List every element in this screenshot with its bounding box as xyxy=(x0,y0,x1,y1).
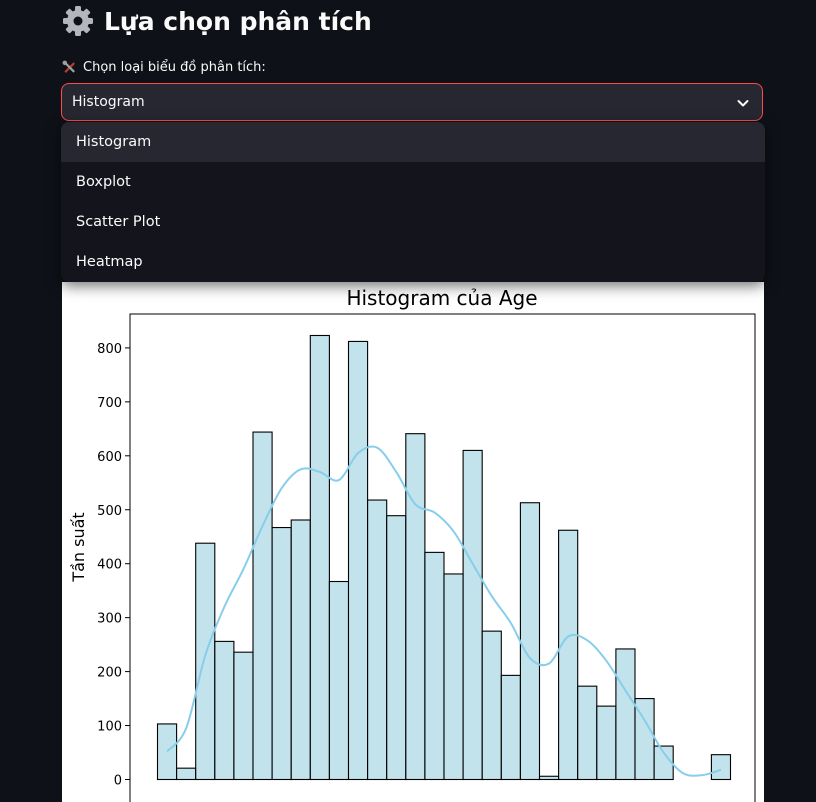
histogram-bar xyxy=(577,685,598,781)
gear-icon xyxy=(63,6,93,36)
y-tick-label: 600 xyxy=(97,450,122,465)
histogram-bar xyxy=(500,674,521,781)
histogram-bar xyxy=(558,529,579,781)
kde-line xyxy=(166,445,722,777)
histogram-bar xyxy=(386,515,407,781)
histogram-bar xyxy=(538,775,560,781)
page-title: Lựa chọn phân tích xyxy=(104,6,372,36)
kde-group xyxy=(166,445,722,777)
histogram-bar xyxy=(156,723,178,781)
plot-frame xyxy=(129,313,756,802)
histogram-bar xyxy=(290,519,311,781)
histogram-bar xyxy=(634,698,655,781)
histogram-bar xyxy=(710,754,732,781)
y-tick-label: 800 xyxy=(97,342,122,357)
histogram-bar xyxy=(328,580,350,781)
select-dropdown-menu: Histogram Boxplot Scatter Plot Heatmap xyxy=(61,122,765,282)
histogram-bar xyxy=(424,551,445,781)
histogram-bar xyxy=(367,499,388,781)
histogram-bar xyxy=(252,431,273,781)
histogram-bar xyxy=(214,640,235,781)
y-tick-label: 100 xyxy=(97,720,122,735)
histogram-bar xyxy=(615,648,636,781)
histogram-bar xyxy=(233,651,254,781)
histogram-bar xyxy=(271,527,292,781)
histogram-bar xyxy=(653,745,674,781)
chart-title: Histogram của Age xyxy=(346,286,537,310)
select-label-text: Chọn loại biểu đồ phân tích: xyxy=(83,59,266,75)
histogram-bar xyxy=(347,340,369,781)
y-tick-label: 200 xyxy=(97,666,122,681)
select-label: Chọn loại biểu đồ phân tích: xyxy=(62,57,266,77)
chevron-down-icon[interactable] xyxy=(736,96,750,110)
chart-svg: Histogram của Age Tần suất 0 100 200 300 400… xyxy=(69,286,756,802)
histogram-bar xyxy=(195,542,216,781)
y-tick-label: 0 xyxy=(114,774,122,789)
histogram-bar xyxy=(405,433,426,781)
option-heatmap[interactable]: Heatmap xyxy=(76,254,143,270)
histogram-bar xyxy=(596,705,617,781)
select-value: Histogram xyxy=(72,94,145,110)
histogram-bar xyxy=(519,502,541,781)
chart-type-select[interactable]: Histogram xyxy=(61,83,763,121)
histogram-chart: Histogram của Age Tần suất 0 100 200 300 400… xyxy=(62,282,764,802)
option-histogram[interactable]: Histogram xyxy=(61,122,765,162)
y-axis-label: Tần suất xyxy=(69,512,88,582)
page-heading: Lựa chọn phân tích xyxy=(62,4,372,38)
y-tick-label: 300 xyxy=(97,612,122,627)
histogram-bar xyxy=(309,334,330,781)
y-tick-label: 400 xyxy=(97,558,122,573)
y-tick-label: 700 xyxy=(97,396,122,411)
histogram-bar xyxy=(176,767,197,781)
histogram-bar xyxy=(443,573,464,781)
histogram-bar xyxy=(462,449,483,781)
option-scatter-plot[interactable]: Scatter Plot xyxy=(76,214,161,230)
y-tick-label: 500 xyxy=(97,504,122,519)
y-axis: 0 100 200 300 400 500 600 700 800 xyxy=(97,342,130,789)
tools-icon xyxy=(62,60,75,73)
option-boxplot[interactable]: Boxplot xyxy=(76,174,131,190)
bars-group xyxy=(156,334,732,781)
histogram-bar xyxy=(481,630,502,781)
